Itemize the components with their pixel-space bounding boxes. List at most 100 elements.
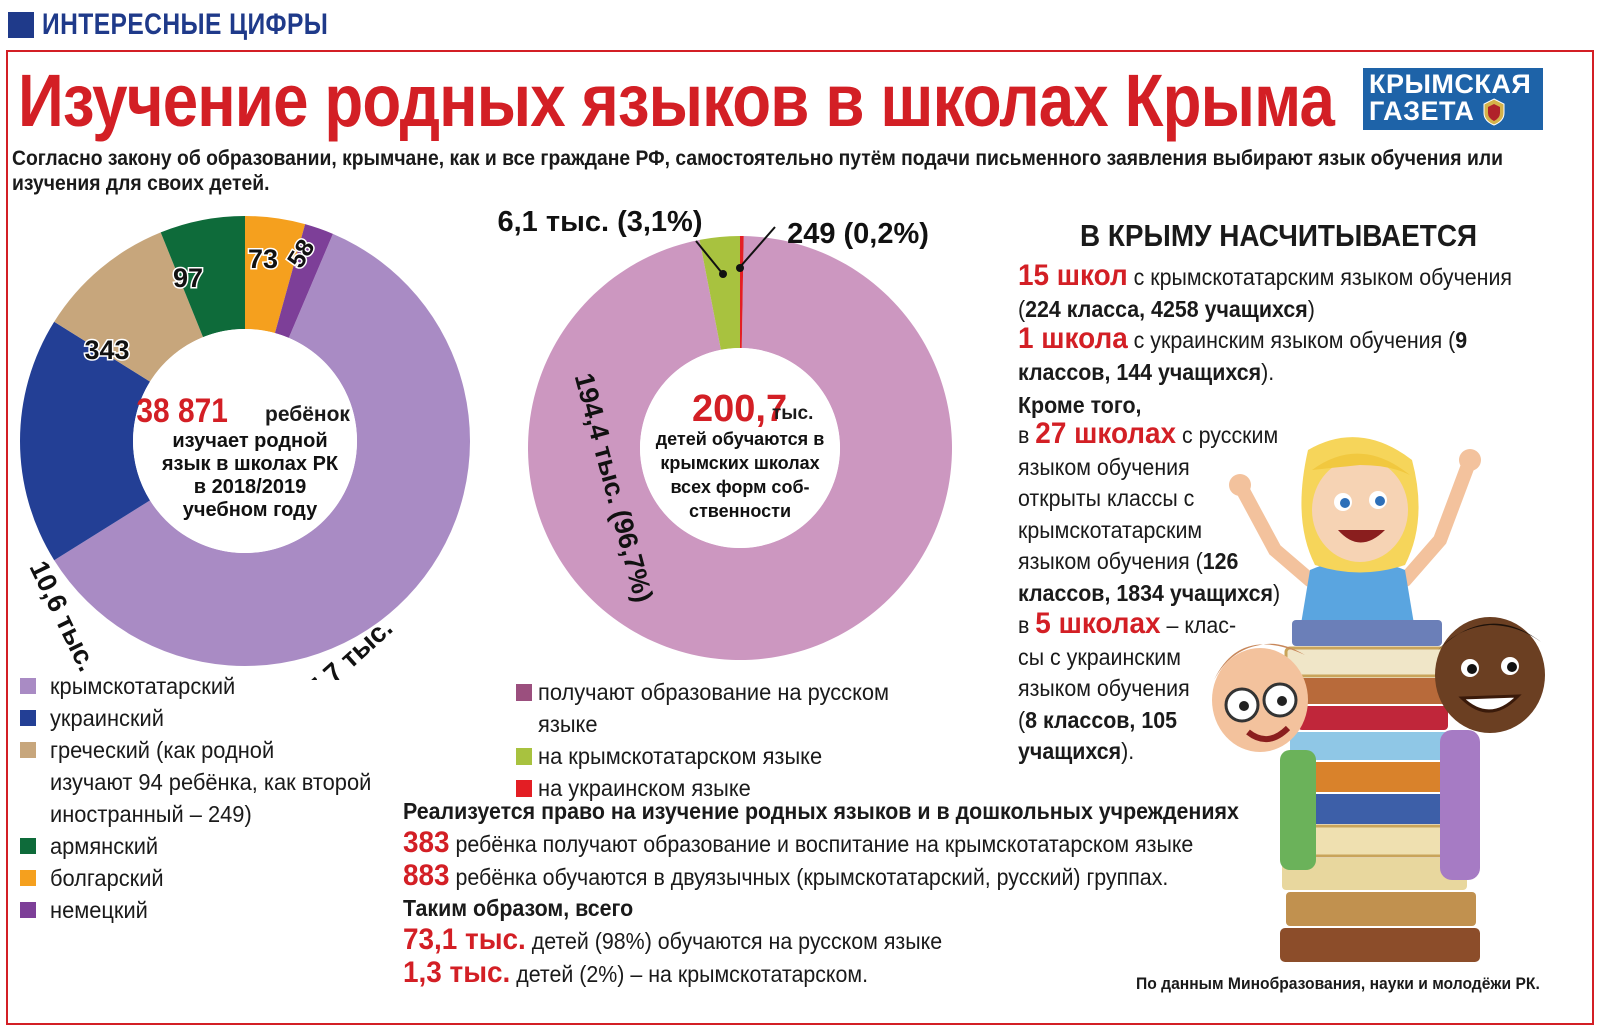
legend-swatch bbox=[516, 748, 532, 765]
fact-tatar-schools: 15 школ с крымскотатарским языком обучен… bbox=[1018, 260, 1512, 325]
slice-4 bbox=[160, 216, 245, 338]
leader-line bbox=[739, 226, 776, 268]
slice-6 bbox=[274, 224, 333, 338]
preschool-fact: 383 ребёнка получают образование и воспи… bbox=[403, 827, 1239, 860]
fact-detail: 126 bbox=[1202, 548, 1239, 574]
besides-label: Кроме того, bbox=[1018, 392, 1142, 418]
legend-swatch bbox=[516, 684, 532, 701]
fact-number: 27 школах bbox=[1035, 417, 1177, 450]
slice-1 bbox=[528, 236, 953, 660]
center-caption-line: всех форм соб- bbox=[670, 477, 809, 497]
fact-text: в bbox=[1018, 612, 1036, 638]
rubric-marker bbox=[8, 12, 34, 38]
donut-hole bbox=[640, 348, 840, 548]
legend-item: болгарский bbox=[20, 862, 400, 894]
fact-number: 383 bbox=[403, 826, 450, 859]
content-frame bbox=[6, 50, 1594, 1025]
fact-detail: классов, 1834 учащихся bbox=[1018, 579, 1274, 606]
center-caption-line: изучает родной bbox=[172, 430, 327, 452]
legend-label: на крымскотатарском языке bbox=[538, 743, 823, 769]
fact-number: 73,1 тыс. bbox=[403, 923, 526, 956]
legend-label: армянский bbox=[50, 833, 159, 859]
languages-legend: крымскотатарский украинский греческий (как… bbox=[20, 670, 400, 926]
legend-swatch bbox=[20, 678, 36, 694]
crimea-emblem-icon bbox=[1483, 98, 1505, 126]
fact-text: ( bbox=[1018, 295, 1026, 322]
legend-item: получают образование на русском языке bbox=[516, 676, 976, 740]
center-caption-line: язык в школах РК bbox=[161, 453, 339, 475]
legend-swatch bbox=[20, 902, 36, 918]
slice-2 bbox=[699, 236, 740, 350]
leader-line bbox=[695, 240, 723, 274]
data-source: По данным Минобразования, науки и молодё… bbox=[1136, 974, 1540, 993]
fact-text: языком обучения bbox=[1018, 453, 1190, 480]
fact-number: 883 bbox=[403, 859, 450, 892]
center-caption-line: ственности bbox=[689, 501, 791, 521]
fact-text: языком обучения bbox=[1018, 675, 1190, 701]
fact-number: 1,3 тыс. bbox=[403, 956, 511, 989]
legend-item: немецкий bbox=[20, 894, 400, 926]
education-legend: получают образование на русском языке на … bbox=[516, 676, 976, 804]
legend-label: украинский bbox=[50, 705, 164, 731]
fact-detail: 9 bbox=[1455, 327, 1468, 353]
education-language-donut-chart: 200,7 тыс. детей обучаются в крымских шко… bbox=[498, 206, 953, 660]
fact-detail: 8 классов, 105 bbox=[1025, 706, 1178, 733]
boy-figure bbox=[1435, 617, 1545, 880]
center-unit: тыс. bbox=[772, 403, 813, 424]
legend-item: на крымскотатарском языке bbox=[516, 740, 976, 772]
legend-label: крымскотатарский bbox=[50, 673, 236, 699]
legend-swatch bbox=[20, 870, 36, 886]
fact-number: 15 школ bbox=[1018, 259, 1128, 292]
legend-label: немецкий bbox=[50, 897, 148, 923]
fact-russian-schools: в 27 школах с русским языком обучения от… bbox=[1018, 418, 1280, 609]
fact-text: ) bbox=[1273, 579, 1281, 606]
total-heading: Таким образом, всего bbox=[403, 895, 634, 921]
legend-swatch bbox=[20, 838, 36, 854]
intro-text: Согласно закону об образовании, крымчане… bbox=[12, 146, 1503, 196]
legend-item: греческий (как родной изучают 94 ребёнка… bbox=[20, 734, 400, 830]
rubric-label: ИНТЕРЕСНЫЕ ЦИФРЫ bbox=[42, 8, 329, 41]
fact-text: в bbox=[1018, 422, 1036, 448]
leader-dot bbox=[736, 264, 744, 272]
total-fact: 73,1 тыс. детей (98%) обучаются на русск… bbox=[403, 924, 1239, 957]
legend-label: греческий (как родной изучают 94 ребёнка… bbox=[50, 737, 372, 827]
legend-item: украинский bbox=[20, 702, 400, 734]
center-caption-line: в 2018/2019 bbox=[194, 476, 306, 498]
fact-text: ребёнка получают образование и воспитани… bbox=[449, 831, 1194, 857]
fact-text: крымскотатарским bbox=[1018, 516, 1203, 543]
preschool-facts: Реализуется право на изучение родных язы… bbox=[403, 796, 1239, 990]
fact-ukrainian-school: 1 школа с украинским языком обучения (9 … bbox=[1018, 323, 1467, 388]
slice-2 bbox=[20, 321, 151, 561]
slice-label-3: 343 bbox=[84, 335, 129, 365]
fact-text: ( bbox=[1018, 706, 1026, 733]
rubric: ИНТЕРЕСНЫЕ ЦИФРЫ bbox=[8, 8, 391, 42]
legend-item: крымскотатарский bbox=[20, 670, 400, 702]
fact-text: открыты классы с bbox=[1018, 485, 1195, 511]
page-title: Изучение родных языков в школах Крыма bbox=[18, 59, 1335, 142]
center-caption-line: крымских школах bbox=[660, 453, 819, 473]
fact-text: языком обучения ( bbox=[1018, 548, 1203, 574]
fact-text: сы с украинским bbox=[1018, 643, 1181, 670]
center-caption-line: учебном году bbox=[183, 499, 318, 521]
fact-detail: 224 класса, 4258 учащихся bbox=[1025, 295, 1308, 322]
intro-paragraph: Согласно закону об образовании, крымчане… bbox=[12, 147, 1503, 195]
fact-text: с украинским языком обучения ( bbox=[1127, 327, 1456, 353]
fact-detail: классов, 144 учащихся bbox=[1018, 358, 1262, 385]
fact-text: с крымскотатарским языком обучения bbox=[1127, 264, 1512, 290]
fact-text: с русским bbox=[1176, 422, 1279, 448]
fact-detail: учащихся bbox=[1018, 738, 1122, 764]
legend-swatch bbox=[20, 742, 36, 758]
fact-text: детей (2%) – на крымскотатарском. bbox=[510, 961, 869, 987]
fact-ukrainian-classes: в 5 школах – клас- сы с украинским языко… bbox=[1018, 608, 1236, 768]
kids-with-books-illustration bbox=[1212, 437, 1545, 962]
legend-label: болгарский bbox=[50, 865, 164, 891]
center-unit: ребёнок bbox=[265, 403, 350, 426]
donut-hole bbox=[133, 329, 357, 553]
slice-label-4: 97 bbox=[173, 263, 203, 293]
legend-label: получают образование на русском языке bbox=[538, 679, 890, 737]
slice-5 bbox=[245, 216, 306, 334]
fact-text: ребёнка обучаются в двуязычных (крымскот… bbox=[449, 864, 1169, 890]
center-total: 38 871 bbox=[136, 391, 227, 429]
slice-3 bbox=[54, 232, 204, 382]
